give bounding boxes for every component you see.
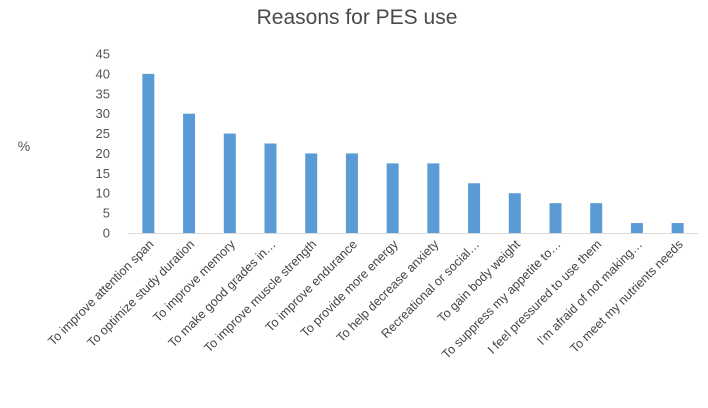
bar	[549, 203, 562, 233]
bar	[142, 73, 155, 233]
bar	[305, 153, 318, 233]
y-axis-ticks: 0 5 10 15 20 25 30 35 40 45	[96, 47, 110, 241]
y-tick-label: 25	[96, 126, 110, 141]
bar	[468, 183, 481, 233]
bar	[630, 223, 643, 233]
bar	[264, 143, 277, 233]
y-tick-label: 35	[96, 86, 110, 101]
y-tick-label: 15	[96, 166, 110, 181]
bar	[590, 203, 603, 233]
y-axis-label: %	[18, 138, 30, 154]
bar	[223, 133, 236, 233]
y-tick-label: 20	[96, 146, 110, 161]
bar	[508, 193, 521, 233]
y-tick-label: 10	[96, 186, 110, 201]
y-tick-label: 40	[96, 66, 110, 81]
bar	[427, 163, 440, 233]
bar	[671, 223, 684, 233]
bar	[183, 113, 196, 233]
bar	[345, 153, 358, 233]
y-tick-label: 30	[96, 106, 110, 121]
y-tick-label: 0	[103, 226, 110, 241]
y-tick-label: 45	[96, 47, 110, 62]
chart-title: Reasons for PES use	[257, 6, 458, 29]
bar	[386, 163, 399, 233]
y-tick-label: 5	[103, 206, 110, 221]
bars-group	[142, 73, 684, 233]
